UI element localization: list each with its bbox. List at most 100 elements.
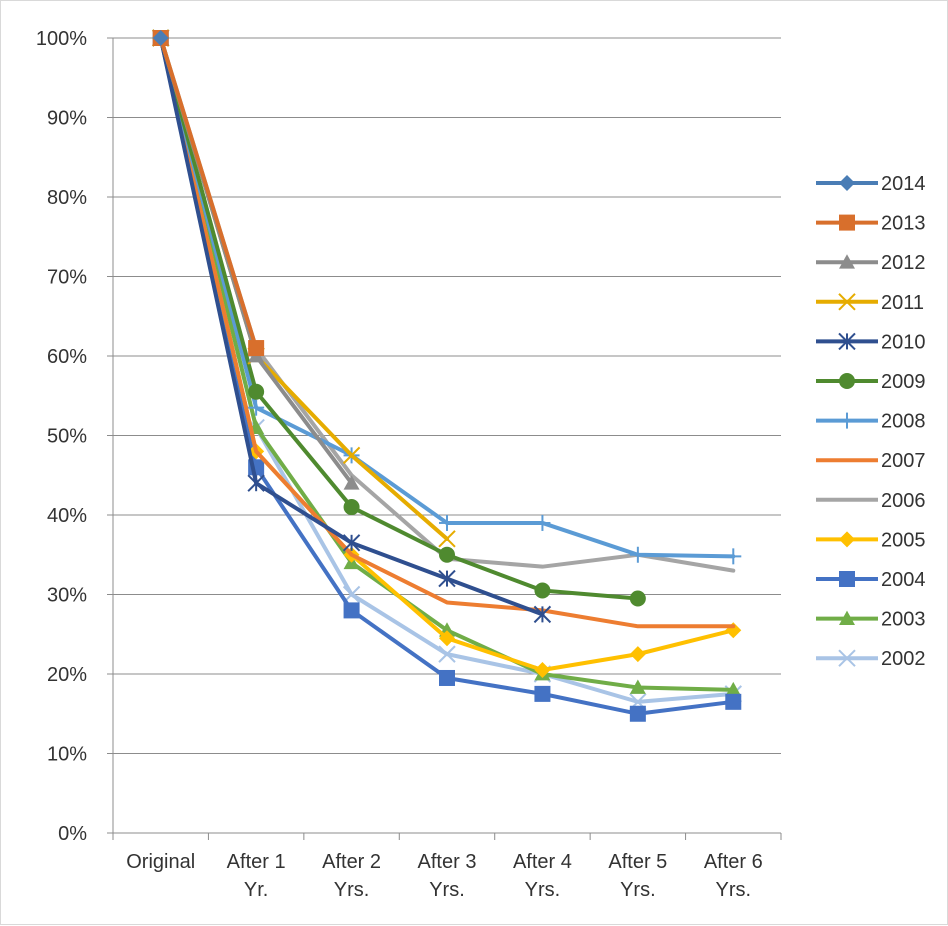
y-tick-label: 40% <box>47 505 87 527</box>
star-marker <box>533 605 552 624</box>
legend-label: 2014 <box>881 173 926 195</box>
circle-marker <box>248 383 265 400</box>
x-tick-label-line: Yrs. <box>334 879 370 901</box>
series-line-2011 <box>158 36 449 541</box>
x-tick-label-line: After 1 <box>227 851 286 873</box>
legend-label: 2011 <box>881 292 924 314</box>
legend-entry-2003: 2003 <box>816 609 926 631</box>
diamond-marker <box>439 630 455 647</box>
y-tick-label: 20% <box>47 664 87 686</box>
y-tick-label: 80% <box>47 187 87 209</box>
x-tick-label-line: Yrs. <box>525 879 561 901</box>
legend-label: 2002 <box>881 648 926 670</box>
star-marker <box>838 332 856 351</box>
x-tick-label-line: Yrs. <box>716 879 752 901</box>
series-2004 <box>152 30 742 722</box>
series-line-2008 <box>158 36 736 559</box>
x-marker <box>838 649 856 667</box>
x-tick-label-line: Original <box>126 851 195 873</box>
x-tick-label: Original <box>126 851 195 873</box>
x-tick-label: After 1 Yr. <box>227 851 286 901</box>
legend-label: 2006 <box>881 490 926 512</box>
diamond-marker <box>629 646 646 663</box>
diamond-marker <box>534 662 551 679</box>
x-tick-label-line: After 6 <box>704 851 763 873</box>
diamond-marker <box>839 531 855 548</box>
x-tick-label: After 5 Yrs. <box>608 851 667 901</box>
legend-entry-2006: 2006 <box>816 490 926 512</box>
legend-entry-2014: 2014 <box>816 173 926 195</box>
legend-label: 2012 <box>881 252 926 274</box>
legend-entry-2008: 2008 <box>816 411 926 433</box>
legend-entry-2011: 2011 <box>816 292 924 314</box>
x-marker <box>342 446 361 465</box>
y-tick-label: 0% <box>58 823 87 845</box>
series-line-2007 <box>158 36 736 629</box>
square-marker <box>343 602 360 619</box>
square-marker <box>534 685 551 702</box>
legend-label: 2004 <box>881 569 926 591</box>
circle-marker <box>343 499 360 516</box>
x-tick-label: After 3 Yrs. <box>418 851 477 901</box>
y-tick-label: 100% <box>36 28 87 50</box>
legend-label: 2010 <box>881 331 926 353</box>
legend: 2014 2013 2012 2011 2010 2009 2008 2007 2006 2005… <box>816 173 926 670</box>
legend-entry-2010: 2010 <box>816 331 926 353</box>
series-2007 <box>158 36 736 629</box>
square-marker <box>839 571 855 587</box>
x-tick-label: After 6 Yrs. <box>704 851 763 901</box>
plus-marker <box>248 399 265 416</box>
legend-label: 2007 <box>881 450 926 472</box>
x-marker <box>438 645 456 663</box>
x-tick-label-line: After 4 <box>513 851 572 873</box>
y-tick-label: 60% <box>47 346 87 368</box>
plus-marker <box>534 514 551 531</box>
legend-entry-2012: 2012 <box>816 252 926 274</box>
circle-marker <box>534 582 551 599</box>
triangle-marker <box>839 254 855 269</box>
y-tick-label: 30% <box>47 585 87 607</box>
diamond-marker <box>152 30 169 46</box>
series-line-2013 <box>158 36 259 351</box>
x-tick-label-line: After 5 <box>608 851 667 873</box>
circle-marker <box>839 373 855 389</box>
square-marker <box>439 669 455 686</box>
square-marker <box>248 340 265 357</box>
legend-label: 2003 <box>881 609 926 631</box>
y-tick-label: 10% <box>47 744 87 766</box>
legend-entry-2002: 2002 <box>816 648 926 670</box>
x-tick-label: After 2 Yrs. <box>322 851 381 901</box>
square-marker <box>839 214 855 231</box>
x-tick-label: After 4 Yrs. <box>513 851 572 901</box>
plus-marker <box>839 412 855 429</box>
plus-marker <box>629 546 646 563</box>
y-tick-label: 50% <box>47 426 87 448</box>
star-marker <box>438 569 456 588</box>
legend-label: 2009 <box>881 371 926 393</box>
triangle-marker <box>839 610 855 625</box>
plus-marker <box>439 514 455 531</box>
x-tick-label-line: Yr. <box>244 879 268 901</box>
x-tick-label-line: After 2 <box>322 851 381 873</box>
series-2009 <box>152 30 646 607</box>
series-group <box>152 29 742 722</box>
legend-label: 2013 <box>881 213 926 235</box>
x-tick-label-line: After 3 <box>418 851 477 873</box>
diamond-marker <box>839 175 855 191</box>
legend-entry-2007: 2007 <box>816 450 926 472</box>
circle-marker <box>629 590 646 607</box>
x-marker <box>438 530 456 548</box>
triangle-marker <box>725 681 742 697</box>
series-2011 <box>152 29 456 548</box>
plus-marker <box>725 548 742 565</box>
square-marker <box>629 705 646 722</box>
legend-label: 2008 <box>881 411 926 433</box>
triangle-marker <box>629 679 646 694</box>
series-2010 <box>152 29 552 624</box>
y-tick-label: 70% <box>47 267 87 289</box>
legend-entry-2004: 2004 <box>816 569 926 591</box>
x-tick-label-line: Yrs. <box>429 879 465 901</box>
series-2014 <box>152 30 169 46</box>
star-marker <box>342 534 361 552</box>
